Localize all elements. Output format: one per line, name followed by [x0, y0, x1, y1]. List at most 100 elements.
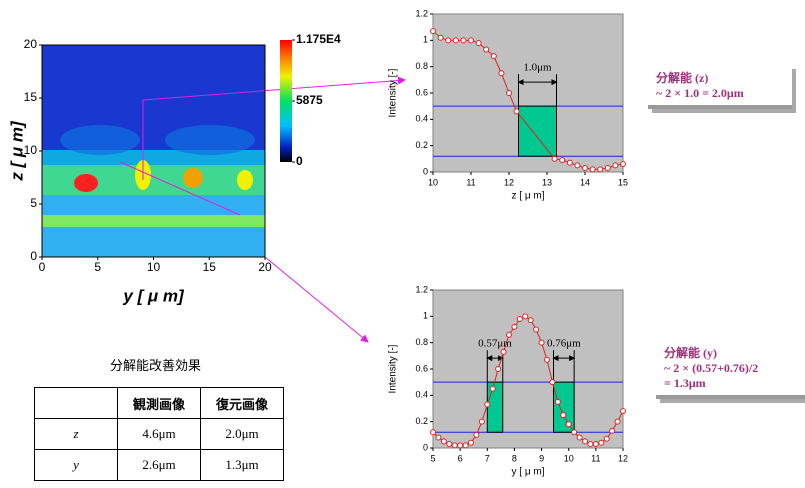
data-point: [506, 90, 512, 96]
data-point: [549, 379, 556, 386]
data-point: [489, 385, 496, 392]
data-point: [460, 37, 467, 44]
data-point: [498, 70, 505, 77]
cell: 4.6μm: [117, 418, 201, 450]
data-point: [576, 434, 583, 441]
band-label: 0.76μm: [547, 338, 581, 350]
y-tick-label: 20: [24, 37, 38, 51]
data-point: [484, 401, 491, 408]
box-title: 分解能 (z): [656, 71, 709, 85]
y-tick-label: 15: [24, 90, 38, 104]
x-tick-label: 14: [580, 177, 590, 187]
data-point: [457, 442, 464, 449]
data-point: [445, 37, 452, 44]
pointer: [119, 161, 241, 216]
colorbar-label: 1.175E4: [296, 32, 341, 46]
data-point: [538, 339, 545, 346]
y-tick-label: 0.4: [415, 390, 428, 400]
y-tick-label: 0: [30, 249, 37, 263]
y-tick-label: 0: [423, 442, 428, 452]
y-tick-label: 0.8: [415, 337, 428, 347]
data-point: [437, 34, 444, 41]
data-point: [544, 356, 550, 363]
data-point: [513, 108, 520, 115]
x-tick-label: 11: [591, 453, 600, 463]
contour-image: [42, 45, 265, 257]
data-point: [462, 442, 469, 449]
y-axis-label: Intensity [-]: [388, 68, 399, 117]
plot-frame: [41, 44, 266, 258]
data-point: [620, 408, 626, 415]
y-tick-label: 1: [423, 35, 428, 45]
data-point: [582, 438, 588, 445]
data-point: [495, 366, 502, 372]
x-axis-label: y [ μ m]: [122, 286, 185, 305]
data-point: [475, 39, 482, 46]
data-point: [554, 398, 561, 405]
y-tick-label: 1.2: [415, 284, 428, 294]
data-point: [452, 37, 459, 44]
data-point: [604, 165, 611, 172]
data-point: [592, 441, 599, 448]
y-tick-label: 0.2: [415, 416, 428, 426]
x-tick-label: 10: [564, 453, 574, 463]
band-label: 0.57μm: [478, 338, 512, 350]
data-point: [451, 442, 458, 449]
x-tick-label: 20: [258, 260, 272, 274]
x-tick-label: 7: [485, 453, 490, 463]
table-title: 分解能改善効果: [109, 358, 201, 373]
box-line: ~ 2 × 1.0 = 2.0μm: [656, 86, 744, 100]
y-axis-label: Intensity [-]: [388, 344, 399, 393]
data-point: [609, 427, 616, 434]
y-tick-label: 5: [30, 196, 37, 210]
y-tick-label: 0.6: [415, 363, 428, 373]
x-tick-label: 5: [430, 453, 435, 463]
data-point: [446, 441, 453, 448]
x-tick-label: 8: [512, 453, 517, 463]
data-point: [551, 155, 558, 162]
data-point: [582, 165, 588, 172]
y-axis-label: z [ μ m]: [7, 120, 26, 182]
pointer: [264, 256, 369, 343]
data-point: [527, 317, 534, 324]
y-tick-label: 0.4: [415, 114, 428, 124]
x-tick-label: 10: [147, 260, 161, 274]
data-point: [603, 435, 610, 442]
x-tick-label: 13: [542, 177, 552, 187]
table: 観測画像 復元画像 z 4.6μm 2.0μm y 2.6μm 1.3μm: [34, 387, 284, 481]
pointer: [142, 76, 406, 101]
data-point: [565, 421, 572, 428]
data-point: [490, 53, 497, 60]
x-tick-label: 6: [458, 453, 463, 463]
data-point: [483, 46, 490, 53]
data-point: [440, 438, 447, 445]
band-label: 1.0μm: [523, 62, 552, 74]
data-point: [468, 37, 474, 44]
x-tick-label: 5: [94, 260, 101, 274]
resolution-band: [518, 105, 557, 157]
data-point: [430, 28, 436, 35]
header-cell: 復元画像: [200, 387, 284, 419]
resolution-band: [553, 381, 575, 433]
box-line: = 1.3μm: [664, 376, 706, 390]
data-point: [597, 166, 604, 173]
x-tick-label: 11: [466, 177, 475, 187]
data-point: [516, 315, 523, 322]
x-tick-label: 0: [39, 260, 46, 274]
y-tick-label: 10: [24, 143, 38, 157]
x-tick-label: 12: [618, 453, 628, 463]
data-point: [612, 162, 619, 169]
data-point: [473, 431, 480, 438]
data-point: [614, 418, 621, 425]
y-tick-label: 0.6: [415, 87, 428, 97]
data-point: [620, 161, 626, 168]
data-point: [468, 439, 474, 446]
data-point: [511, 323, 518, 330]
data-point: [500, 348, 507, 355]
x-tick-label: 10: [428, 177, 438, 187]
result-box: 分解能 (z) ~ 2 × 1.0 = 2.0μm: [648, 65, 792, 109]
colorbar-label: 0: [296, 154, 303, 168]
x-axis-label: z [ μ m]: [512, 191, 545, 202]
data-point: [560, 412, 567, 419]
